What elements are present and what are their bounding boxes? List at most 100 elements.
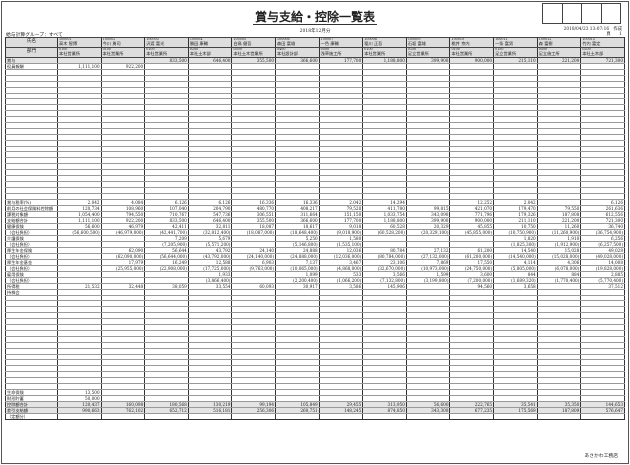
employee-name-cell: 100003 沢渡 富光 [144,37,189,48]
table-row: 持株会 [5,289,625,296]
value-cell [405,69,451,76]
row-label: 役員報酬 [5,63,58,70]
value-cell [449,146,495,153]
value-cell [405,241,451,248]
value-cell [580,359,625,367]
header-row-name: 氏名 100001 高木 智博 100002 今川 勇司 100003 沢渡 富光 10000… [5,37,625,48]
table-row: 役員報酬 1,111,100 922,200 [5,63,625,70]
employee-name-cell: 100009 石坂 富雄 [405,37,451,48]
value-cell [275,69,320,76]
value-cell [275,81,320,88]
value-cell [405,354,451,361]
value-cell [275,163,320,171]
value-cell [318,81,364,88]
value-cell [275,122,320,129]
value-cell: (5,770,400) [580,277,625,284]
value-cell [275,169,320,177]
value-cell [318,151,364,159]
employee-dept-cell: 0150 足立営業所 [493,47,538,58]
value-cell: 2.042 [318,199,364,206]
stamp-box [600,3,621,24]
row-label [5,81,58,88]
value-cell [362,122,407,129]
table-row [5,134,625,141]
employee-name: 石坂 富雄 [407,40,426,46]
value-cell [449,69,495,76]
value-cell: 177,700 [318,57,364,64]
value-cell: 80,784 [362,247,407,254]
value-cell: 1,188,800 [362,217,407,224]
value-cell [580,306,625,314]
dept-code: 0500 [320,47,330,51]
value-cell [318,140,364,147]
value-cell: 6,256 [580,235,625,242]
value-cell [231,306,277,314]
value-cell: 16.336 [231,199,277,206]
table-row [5,128,625,135]
value-cell: (10,065,000) [275,265,320,272]
value-cell [405,395,451,402]
value-cell [231,336,277,343]
dept-name: 本社営業所 [451,50,473,56]
value-cell [449,63,495,70]
value-cell: 533 [318,271,364,278]
value-cell: 99,815 [405,205,451,212]
value-cell [275,336,320,343]
value-cell [144,413,189,420]
value-cell: 343,090 [405,211,451,218]
row-label: 賞与 [5,57,58,64]
value-cell [231,75,277,82]
value-cell [231,81,277,88]
value-cell [580,295,625,302]
value-cell: (27,132,000) [405,253,451,260]
stamp-box [581,3,602,24]
value-cell [405,175,451,182]
value-cell [231,87,277,94]
value-cell [580,87,625,94]
employee-name: 森 富樹 [538,40,553,46]
employee-dept-cell: 0400 本社設計部 [275,47,320,58]
value-cell [580,318,625,326]
value-cell [275,87,320,94]
value-cell: 14,008 [580,259,625,266]
table-row [5,151,625,159]
value-cell [275,146,320,153]
value-cell [362,128,407,135]
row-label [5,354,58,361]
row-label: 財形貯蓄 [5,395,58,402]
value-cell [449,175,495,182]
value-cell [275,389,320,396]
row-label [5,93,58,100]
row-label [5,371,58,379]
row-label: 支給額合計 [5,217,58,224]
row-label: 健康保険 [5,223,58,230]
value-cell: 7,869 [405,259,451,266]
value-cell [449,110,495,118]
value-cell [580,395,625,402]
value-cell [275,157,320,165]
value-cell: 9,018 [318,223,364,230]
value-cell [449,81,495,88]
value-cell [536,413,582,420]
employee-code: 100011 [495,37,508,41]
value-cell: (9,018,900) [318,229,364,236]
value-cell: 900,000 [449,57,495,64]
value-cell [580,151,625,159]
value-cell: 612,556 [580,211,625,218]
value-cell: 29,455 [318,401,364,408]
value-cell [580,69,625,76]
value-cell [580,365,625,373]
value-cell: (80,784,000) [362,253,407,260]
table-row: 差引支給額 990,663 762,102 652,712 516,181 256,306… [5,407,625,414]
value-cell [405,377,451,384]
value-cell [275,306,320,314]
value-cell [405,181,451,188]
value-cell [362,389,407,396]
row-label: 厚生年金保険 [5,247,58,254]
value-cell [362,413,407,420]
value-cell [362,93,407,100]
value-cell [275,140,320,147]
value-cell [449,395,495,402]
value-cell [405,98,451,106]
